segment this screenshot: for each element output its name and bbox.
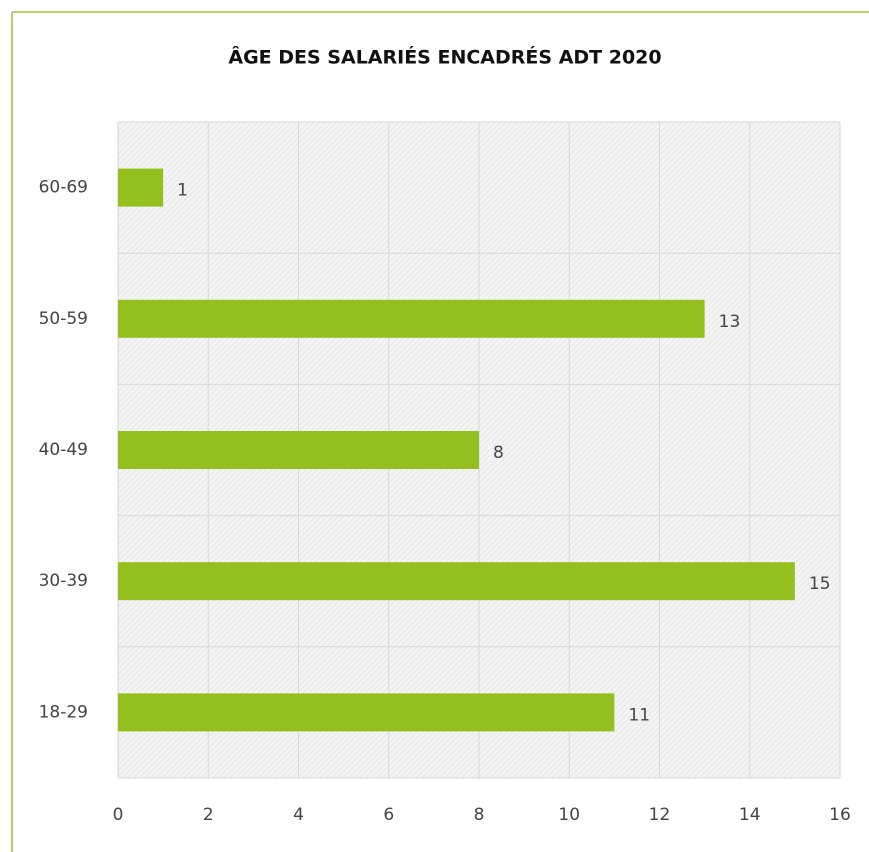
x-tick-label: 14 xyxy=(739,805,761,825)
bar xyxy=(118,562,795,601)
data-label: 1 xyxy=(177,181,188,201)
y-tick-label: 50-59 xyxy=(39,309,88,329)
x-tick-label: 10 xyxy=(558,805,580,825)
x-tick-label: 2 xyxy=(203,805,214,825)
bar xyxy=(118,693,615,732)
chart-title: ÂGE DES SALARIÉS ENCADRÉS ADT 2020 xyxy=(228,46,661,69)
data-label: 13 xyxy=(719,312,741,332)
bar xyxy=(118,168,164,207)
x-tick-label: 16 xyxy=(829,805,851,825)
y-tick-label: 60-69 xyxy=(39,178,88,198)
x-tick-label: 0 xyxy=(113,805,124,825)
y-tick-label: 40-49 xyxy=(39,440,88,460)
x-tick-label: 8 xyxy=(474,805,485,825)
y-tick-label: 30-39 xyxy=(39,571,88,591)
bar xyxy=(118,299,705,338)
bar xyxy=(118,431,479,469)
x-tick-label: 6 xyxy=(383,805,394,825)
x-tick-label: 12 xyxy=(649,805,671,825)
data-label: 11 xyxy=(628,705,650,725)
data-label: 15 xyxy=(809,574,831,594)
x-tick-label: 4 xyxy=(293,805,304,825)
data-label: 8 xyxy=(493,443,504,463)
y-tick-label: 18-29 xyxy=(39,702,88,722)
